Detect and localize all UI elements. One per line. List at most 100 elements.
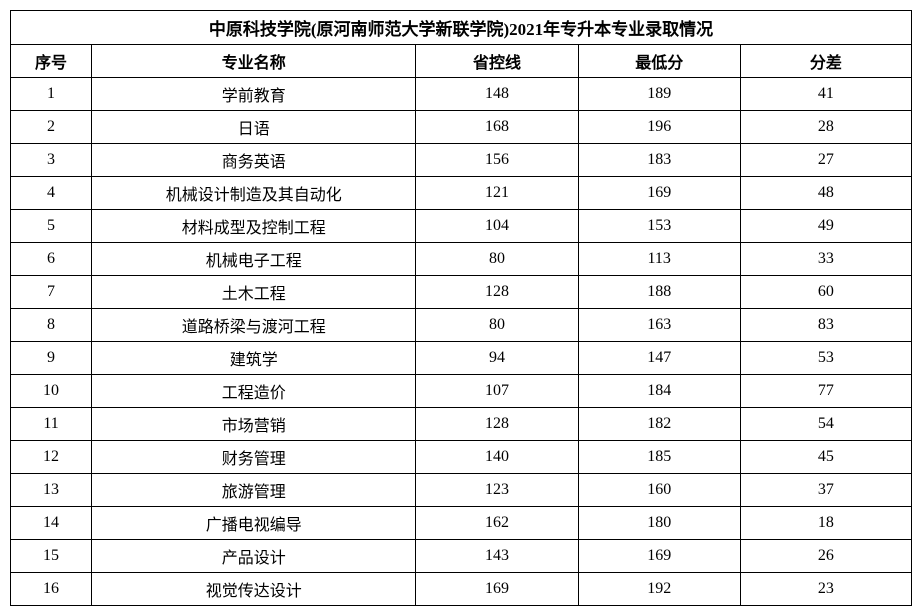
cell-name: 机械设计制造及其自动化 [92,177,416,210]
cell-line: 140 [416,441,578,474]
cell-line: 128 [416,408,578,441]
cell-min: 183 [578,144,740,177]
cell-min: 169 [578,177,740,210]
cell-diff: 28 [740,111,911,144]
cell-min: 184 [578,375,740,408]
cell-line: 128 [416,276,578,309]
table-row: 1学前教育14818941 [11,78,912,111]
cell-seq: 10 [11,375,92,408]
cell-line: 104 [416,210,578,243]
cell-name: 商务英语 [92,144,416,177]
cell-diff: 41 [740,78,911,111]
cell-line: 121 [416,177,578,210]
cell-seq: 2 [11,111,92,144]
table-row: 14广播电视编导16218018 [11,507,912,540]
cell-seq: 4 [11,177,92,210]
col-header-seq: 序号 [11,45,92,78]
cell-line: 143 [416,540,578,573]
cell-seq: 9 [11,342,92,375]
cell-seq: 1 [11,78,92,111]
cell-line: 162 [416,507,578,540]
cell-line: 168 [416,111,578,144]
cell-min: 185 [578,441,740,474]
table-row: 9建筑学9414753 [11,342,912,375]
cell-name: 日语 [92,111,416,144]
cell-name: 工程造价 [92,375,416,408]
table-row: 15产品设计14316926 [11,540,912,573]
admission-table: 中原科技学院(原河南师范大学新联学院)2021年专升本专业录取情况 序号 专业名… [10,10,912,606]
cell-min: 189 [578,78,740,111]
cell-seq: 8 [11,309,92,342]
table-title-row: 中原科技学院(原河南师范大学新联学院)2021年专升本专业录取情况 [11,11,912,45]
cell-diff: 33 [740,243,911,276]
table-row: 3商务英语15618327 [11,144,912,177]
cell-diff: 18 [740,507,911,540]
cell-name: 市场营销 [92,408,416,441]
cell-diff: 23 [740,573,911,606]
cell-name: 建筑学 [92,342,416,375]
cell-min: 182 [578,408,740,441]
table-row: 2日语16819628 [11,111,912,144]
cell-line: 94 [416,342,578,375]
cell-name: 机械电子工程 [92,243,416,276]
cell-line: 107 [416,375,578,408]
table-row: 6机械电子工程8011333 [11,243,912,276]
cell-name: 旅游管理 [92,474,416,507]
cell-line: 156 [416,144,578,177]
cell-min: 169 [578,540,740,573]
table-row: 12财务管理14018545 [11,441,912,474]
cell-min: 192 [578,573,740,606]
cell-name: 广播电视编导 [92,507,416,540]
cell-diff: 53 [740,342,911,375]
table-row: 4机械设计制造及其自动化12116948 [11,177,912,210]
cell-diff: 45 [740,441,911,474]
cell-diff: 60 [740,276,911,309]
cell-diff: 54 [740,408,911,441]
col-header-line: 省控线 [416,45,578,78]
cell-seq: 16 [11,573,92,606]
cell-diff: 49 [740,210,911,243]
table-row: 5材料成型及控制工程10415349 [11,210,912,243]
cell-name: 材料成型及控制工程 [92,210,416,243]
col-header-name: 专业名称 [92,45,416,78]
table-header-row: 序号 专业名称 省控线 最低分 分差 [11,45,912,78]
cell-name: 产品设计 [92,540,416,573]
cell-name: 道路桥梁与渡河工程 [92,309,416,342]
cell-diff: 83 [740,309,911,342]
cell-diff: 77 [740,375,911,408]
cell-seq: 15 [11,540,92,573]
cell-seq: 14 [11,507,92,540]
cell-name: 财务管理 [92,441,416,474]
table-row: 13旅游管理12316037 [11,474,912,507]
table-body: 1学前教育148189412日语168196283商务英语156183274机械… [11,78,912,606]
cell-diff: 48 [740,177,911,210]
cell-diff: 27 [740,144,911,177]
cell-seq: 3 [11,144,92,177]
cell-name: 土木工程 [92,276,416,309]
cell-min: 160 [578,474,740,507]
cell-min: 147 [578,342,740,375]
cell-seq: 7 [11,276,92,309]
cell-diff: 26 [740,540,911,573]
cell-name: 学前教育 [92,78,416,111]
table-row: 8道路桥梁与渡河工程8016383 [11,309,912,342]
cell-seq: 6 [11,243,92,276]
cell-min: 196 [578,111,740,144]
table-row: 10工程造价10718477 [11,375,912,408]
cell-diff: 37 [740,474,911,507]
cell-seq: 12 [11,441,92,474]
cell-line: 80 [416,309,578,342]
cell-seq: 5 [11,210,92,243]
cell-min: 163 [578,309,740,342]
table-row: 11市场营销12818254 [11,408,912,441]
cell-seq: 13 [11,474,92,507]
cell-seq: 11 [11,408,92,441]
cell-line: 80 [416,243,578,276]
table-row: 16视觉传达设计16919223 [11,573,912,606]
col-header-diff: 分差 [740,45,911,78]
cell-min: 153 [578,210,740,243]
cell-line: 148 [416,78,578,111]
table-row: 7土木工程12818860 [11,276,912,309]
cell-line: 169 [416,573,578,606]
cell-name: 视觉传达设计 [92,573,416,606]
